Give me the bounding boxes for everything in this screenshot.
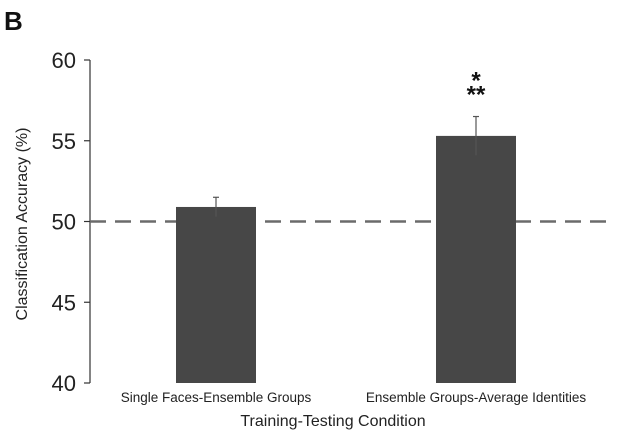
x-axis-label: Training-Testing Condition xyxy=(240,413,425,430)
y-axis xyxy=(84,59,91,384)
x-tick-labels: Single Faces-Ensemble Groups Ensemble Gro… xyxy=(121,390,587,405)
bar-1 xyxy=(176,206,256,383)
y-tick-label: 50 xyxy=(52,210,76,235)
y-tick-label: 40 xyxy=(52,371,76,396)
significance-marker-2: * ** xyxy=(467,68,486,109)
bar-2 xyxy=(436,135,516,383)
y-tick-label: 55 xyxy=(52,129,76,154)
y-tick-labels: 40 45 50 55 60 xyxy=(52,48,76,396)
x-tick-label-2: Ensemble Groups-Average Identities xyxy=(366,390,587,405)
x-tick-label-1: Single Faces-Ensemble Groups xyxy=(121,390,312,405)
y-axis-label: Classification Accuracy (%) xyxy=(14,128,31,321)
y-tick-label: 60 xyxy=(52,48,76,73)
bars: * ** xyxy=(176,68,516,383)
panel-label: B xyxy=(4,6,23,36)
y-tick-label: 45 xyxy=(52,290,76,315)
